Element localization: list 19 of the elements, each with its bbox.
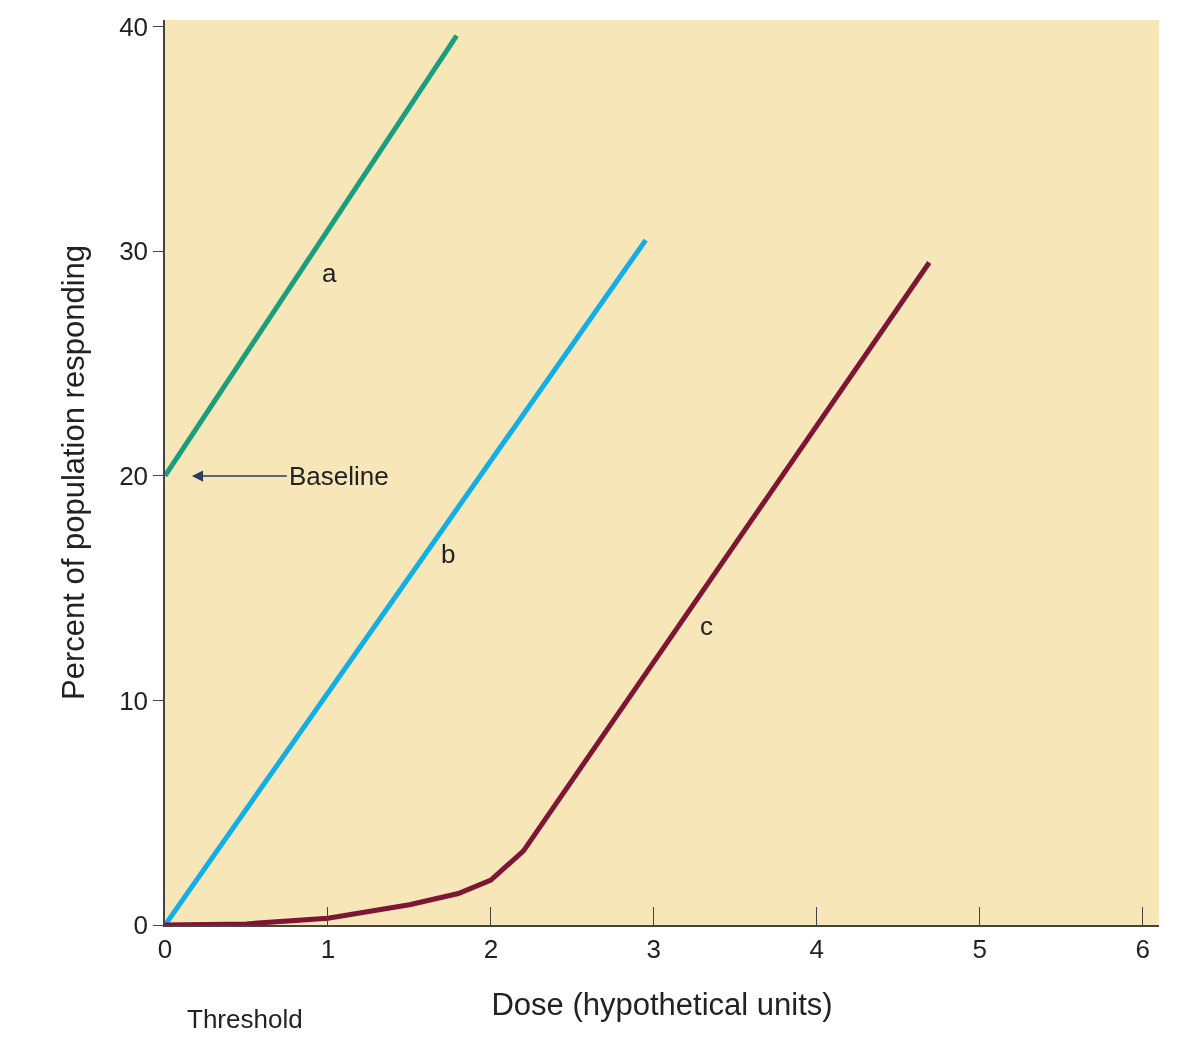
y-tick-label: 40 (119, 11, 149, 42)
y-tick-label: 30 (119, 236, 149, 267)
annotation: c (700, 611, 713, 641)
y-tick-label: 20 (119, 460, 149, 491)
annotation: b (441, 539, 456, 569)
annotation: a (322, 258, 337, 288)
x-tick-label: 1 (320, 933, 336, 964)
y-tick-label: 10 (119, 685, 149, 716)
x-tick-label: 2 (483, 933, 499, 964)
x-tick-label: 4 (809, 933, 825, 964)
x-axis-title: Dose (hypothetical units) (491, 986, 833, 1022)
x-tick-label: 6 (1135, 933, 1150, 964)
annotation: Baseline (289, 461, 389, 491)
x-tick-label: 5 (972, 933, 987, 964)
y-axis-title: Percent of population responding (56, 245, 92, 700)
x-tick-label: 3 (646, 933, 662, 964)
text: Threshold (187, 1004, 303, 1034)
y-tick-label: 0 (133, 910, 149, 941)
x-tick-label: 0 (157, 933, 173, 964)
